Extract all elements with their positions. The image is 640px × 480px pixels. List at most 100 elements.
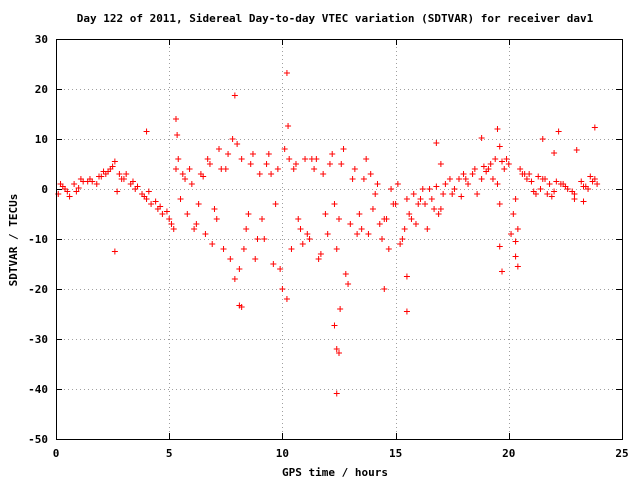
data-point bbox=[326, 161, 333, 167]
data-point bbox=[446, 176, 453, 182]
x-tick-label: 20 bbox=[502, 447, 515, 460]
data-point bbox=[222, 166, 229, 172]
data-point bbox=[283, 70, 290, 76]
data-point bbox=[274, 166, 281, 172]
data-point bbox=[179, 171, 186, 177]
data-point bbox=[249, 151, 256, 157]
data-point bbox=[397, 241, 404, 247]
data-point bbox=[578, 178, 585, 185]
data-point bbox=[202, 231, 209, 237]
data-point bbox=[528, 178, 535, 185]
data-point bbox=[410, 191, 417, 197]
data-point bbox=[229, 136, 236, 142]
data-point bbox=[367, 171, 374, 177]
y-tick-label: -10 bbox=[28, 233, 48, 246]
data-point bbox=[256, 171, 263, 177]
data-point bbox=[270, 261, 277, 267]
data-point bbox=[469, 171, 476, 177]
data-point bbox=[145, 188, 152, 195]
data-point bbox=[503, 156, 510, 162]
data-point bbox=[433, 183, 440, 190]
data-point bbox=[340, 146, 347, 152]
data-point bbox=[551, 150, 558, 156]
data-point bbox=[440, 191, 447, 197]
data-point bbox=[66, 193, 73, 200]
data-point bbox=[129, 178, 136, 185]
x-tick-labels: 0 5 10 15 20 25 bbox=[53, 447, 629, 460]
y-tick-labels: -50 -40 -30 -20 -10 0 10 20 30 bbox=[28, 33, 48, 446]
data-point bbox=[523, 176, 530, 182]
data-point bbox=[304, 231, 311, 237]
data-point bbox=[496, 143, 503, 150]
y-tick-label: 20 bbox=[35, 83, 48, 96]
data-point bbox=[240, 246, 247, 252]
data-point bbox=[333, 346, 340, 352]
data-point bbox=[390, 201, 397, 207]
data-point bbox=[360, 176, 367, 182]
data-point bbox=[93, 181, 100, 187]
data-point bbox=[245, 211, 252, 217]
data-point bbox=[174, 132, 181, 138]
data-point bbox=[455, 176, 462, 182]
data-point bbox=[487, 161, 494, 167]
axis-ticks bbox=[56, 39, 623, 440]
data-point bbox=[587, 173, 594, 180]
data-point bbox=[116, 171, 123, 177]
data-point bbox=[231, 92, 238, 99]
data-point bbox=[478, 135, 485, 141]
data-point bbox=[279, 286, 286, 292]
data-point bbox=[333, 390, 340, 397]
data-point bbox=[333, 246, 340, 252]
y-tick-label: -20 bbox=[28, 283, 48, 296]
y-tick-label: 0 bbox=[41, 183, 48, 196]
data-point bbox=[329, 151, 336, 157]
data-point bbox=[496, 243, 503, 250]
data-point bbox=[317, 251, 324, 257]
data-point bbox=[134, 183, 141, 190]
data-point bbox=[365, 231, 372, 237]
data-point bbox=[285, 123, 292, 129]
x-tick-label: 25 bbox=[615, 447, 628, 460]
data-point bbox=[336, 216, 342, 222]
data-point bbox=[428, 196, 435, 202]
data-point bbox=[437, 161, 444, 167]
data-point bbox=[295, 216, 302, 222]
data-point bbox=[57, 181, 64, 187]
x-tick-label: 0 bbox=[53, 447, 60, 460]
data-point bbox=[514, 226, 521, 232]
data-point bbox=[539, 176, 546, 182]
data-point bbox=[379, 236, 386, 242]
data-point bbox=[96, 173, 103, 180]
data-point bbox=[553, 178, 560, 185]
data-point bbox=[172, 116, 179, 122]
data-point bbox=[206, 161, 213, 167]
data-point bbox=[331, 322, 338, 329]
data-point bbox=[381, 286, 388, 292]
data-point bbox=[141, 193, 148, 200]
data-point bbox=[510, 211, 517, 217]
data-point bbox=[580, 198, 587, 205]
data-point bbox=[243, 226, 250, 232]
data-point bbox=[292, 161, 299, 167]
data-point bbox=[172, 166, 179, 172]
data-point bbox=[157, 203, 164, 210]
data-point bbox=[283, 296, 290, 302]
data-point bbox=[320, 171, 327, 177]
data-point bbox=[186, 166, 193, 172]
data-point bbox=[521, 171, 528, 177]
data-point bbox=[514, 263, 521, 270]
data-point bbox=[184, 211, 191, 217]
data-point bbox=[62, 186, 69, 192]
data-point bbox=[322, 211, 329, 217]
data-point bbox=[152, 198, 159, 205]
data-point bbox=[177, 196, 184, 202]
data-point bbox=[512, 238, 519, 245]
data-point bbox=[426, 186, 433, 192]
data-point bbox=[77, 176, 84, 182]
data-point bbox=[591, 124, 598, 131]
data-point bbox=[403, 196, 410, 202]
x-tick-label: 15 bbox=[389, 447, 402, 460]
x-tick-label: 10 bbox=[276, 447, 289, 460]
data-point bbox=[499, 268, 506, 275]
